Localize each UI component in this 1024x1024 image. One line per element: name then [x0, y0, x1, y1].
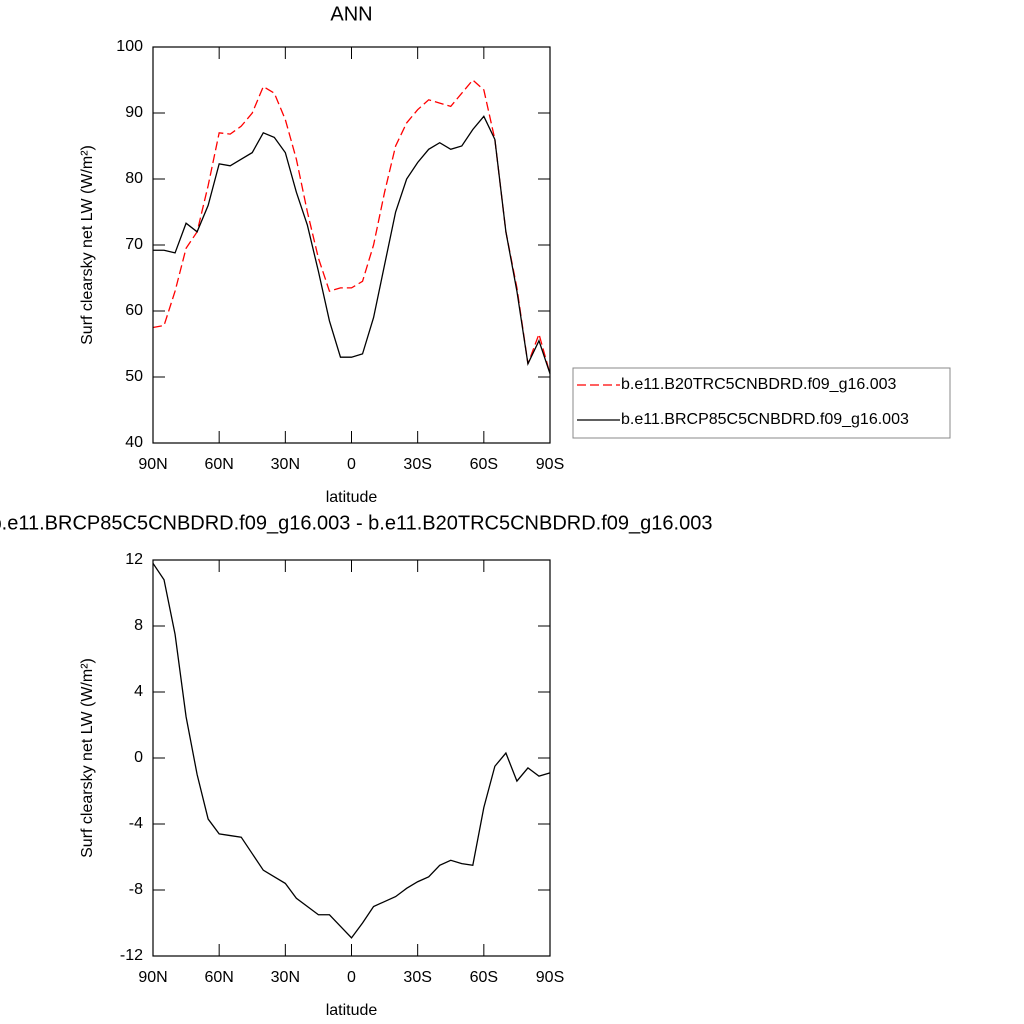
- x-tick-label: 60S: [470, 456, 498, 473]
- x-tick-label: 0: [347, 456, 356, 473]
- x-tick-label: 0: [347, 969, 356, 986]
- y-tick-label: 8: [134, 617, 143, 634]
- x-tick-label: 90N: [138, 969, 167, 986]
- y-tick-label: 50: [125, 368, 143, 385]
- data-line: [152, 79, 551, 374]
- plot-frame: [152, 46, 551, 444]
- x-tick-label: 90S: [536, 969, 564, 986]
- y-tick-label: 100: [116, 38, 143, 55]
- x-tick-label: 30S: [403, 456, 431, 473]
- y-tick-label: 40: [125, 434, 143, 451]
- legend-box: [572, 367, 951, 439]
- y-tick-label: 70: [125, 236, 143, 253]
- x-axis-label: latitude: [326, 489, 378, 506]
- legend-label: b.e11.BRCP85C5CNBDRD.f09_g16.003: [621, 411, 909, 428]
- x-tick-label: 60N: [204, 456, 233, 473]
- y-tick-label: 12: [125, 551, 143, 568]
- y-tick-label: 80: [125, 170, 143, 187]
- y-tick-label: -12: [120, 947, 143, 964]
- x-tick-label: 30S: [403, 969, 431, 986]
- data-line: [152, 562, 551, 939]
- y-tick-label: -8: [129, 881, 143, 898]
- x-tick-label: 60N: [204, 969, 233, 986]
- y-tick-label: 60: [125, 302, 143, 319]
- x-tick-label: 90S: [536, 456, 564, 473]
- x-tick-label: 30N: [271, 456, 300, 473]
- x-tick-label: 60S: [470, 969, 498, 986]
- chart-title: b.e11.BRCP85C5CNBDRD.f09_g16.003 - b.e11…: [0, 512, 712, 534]
- data-line: [153, 115, 551, 374]
- x-tick-label: 30N: [271, 969, 300, 986]
- legend-label: b.e11.B20TRC5CNBDRD.f09_g16.003: [621, 376, 897, 393]
- x-axis-label: latitude: [326, 1002, 378, 1019]
- y-tick-label: -4: [129, 815, 143, 832]
- y-tick-label: 0: [134, 749, 143, 766]
- y-tick-label: 90: [125, 104, 143, 121]
- chart-title: ANN: [330, 3, 372, 25]
- y-axis-label: Surf clearsky net LW (W/m²): [79, 658, 96, 858]
- y-axis-label: Surf clearsky net LW (W/m²): [79, 145, 96, 345]
- x-tick-label: 90N: [138, 456, 167, 473]
- y-tick-label: 4: [134, 683, 143, 700]
- plot-frame: [152, 559, 551, 957]
